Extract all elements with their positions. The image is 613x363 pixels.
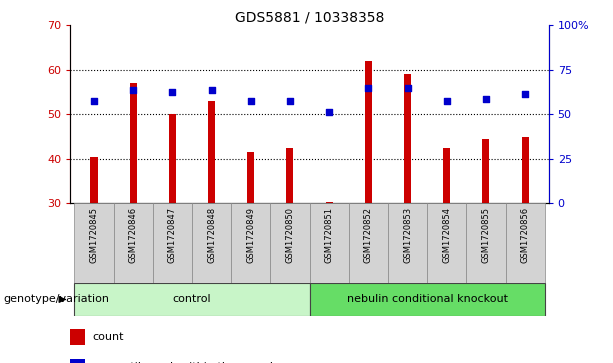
Text: GSM1720855: GSM1720855 [481, 207, 490, 263]
Bar [231, 203, 270, 283]
Point [481, 96, 491, 102]
Text: GSM1720852: GSM1720852 [364, 207, 373, 263]
Text: nebulin conditional knockout: nebulin conditional knockout [346, 294, 508, 305]
Text: GSM1720851: GSM1720851 [325, 207, 333, 263]
Text: percentile rank within the sample: percentile rank within the sample [92, 362, 280, 363]
Bar [247, 152, 254, 203]
Bar [443, 148, 451, 203]
Point [167, 89, 177, 95]
Text: count: count [92, 332, 123, 342]
Title: GDS5881 / 10338358: GDS5881 / 10338358 [235, 10, 384, 24]
Point [403, 85, 413, 90]
Bar [270, 203, 310, 283]
Point [246, 98, 256, 104]
Bar [388, 203, 427, 283]
Bar [74, 283, 310, 316]
Text: GSM1720849: GSM1720849 [246, 207, 255, 263]
Text: genotype/variation: genotype/variation [4, 294, 110, 305]
Point [324, 109, 334, 115]
Bar [466, 203, 506, 283]
Text: GSM1720854: GSM1720854 [442, 207, 451, 263]
Bar [130, 83, 137, 203]
Bar [522, 136, 528, 203]
Bar [192, 203, 231, 283]
Text: GSM1720850: GSM1720850 [286, 207, 294, 263]
Bar [208, 101, 215, 203]
Bar [404, 74, 411, 203]
Text: control: control [173, 294, 211, 305]
Bar [482, 139, 489, 203]
Bar [91, 156, 97, 203]
Bar [365, 61, 372, 203]
Text: GSM1720845: GSM1720845 [89, 207, 99, 263]
Point [128, 87, 138, 93]
Bar [310, 203, 349, 283]
Bar [74, 203, 113, 283]
Bar [349, 203, 388, 283]
Point [285, 98, 295, 104]
Bar [113, 203, 153, 283]
Text: GSM1720848: GSM1720848 [207, 207, 216, 264]
Text: GSM1720846: GSM1720846 [129, 207, 138, 264]
Bar [506, 203, 545, 283]
Text: GSM1720853: GSM1720853 [403, 207, 412, 264]
Point [364, 85, 373, 90]
Bar [153, 203, 192, 283]
Bar [70, 359, 85, 363]
Bar [169, 114, 176, 203]
Point [442, 98, 452, 104]
Text: GSM1720856: GSM1720856 [520, 207, 530, 264]
Bar [70, 329, 85, 345]
Bar [310, 283, 545, 316]
Text: GSM1720847: GSM1720847 [168, 207, 177, 264]
Point [520, 91, 530, 97]
Bar [286, 148, 294, 203]
Bar [427, 203, 466, 283]
Point [89, 98, 99, 104]
Point [207, 87, 216, 93]
